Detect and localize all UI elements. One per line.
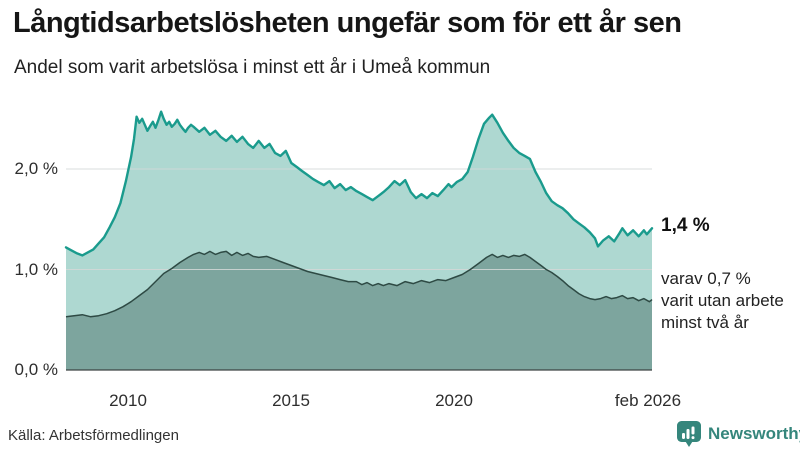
y-axis-tick-2: 2,0 % xyxy=(14,159,58,178)
newsworthy-brand: Newsworthy xyxy=(676,420,800,448)
x-axis-tick-2015: 2015 xyxy=(272,391,310,410)
secondary-series-label: varav 0,7 % varit utan arbete minst två … xyxy=(661,268,784,334)
line-min-one-year xyxy=(64,110,654,257)
area-min-two-years xyxy=(66,251,652,370)
page-title: Långtidsarbetslösheten ungefär som för e… xyxy=(13,7,682,39)
source-credit: Källa: Arbetsförmedlingen xyxy=(8,427,179,444)
y-axis-tick-0: 0,0 % xyxy=(14,360,58,379)
y-axis-tick-1: 1,0 % xyxy=(14,260,58,279)
newsworthy-logo-icon xyxy=(677,421,701,447)
latest-value-label: 1,4 % xyxy=(661,215,710,236)
x-axis-tick-2020: 2020 xyxy=(435,391,473,410)
secondary-label-line-1: varav 0,7 % xyxy=(661,269,751,288)
x-axis-tick-2010: 2010 xyxy=(109,391,147,410)
chart-subtitle: Andel som varit arbetslösa i minst ett å… xyxy=(14,57,491,78)
x-axis-tick-feb-2026: feb 2026 xyxy=(614,391,682,410)
newsworthy-logo-text: Newsworthy xyxy=(708,424,800,443)
secondary-label-line-3: minst två år xyxy=(661,313,749,332)
line-min-two-years xyxy=(65,250,653,318)
secondary-label-line-2: varit utan arbete xyxy=(661,291,784,310)
